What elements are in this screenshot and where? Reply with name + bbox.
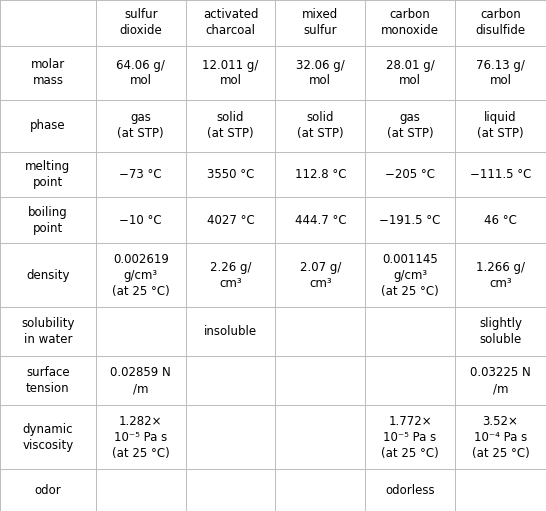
Text: 12.011 g/
mol: 12.011 g/ mol (203, 58, 259, 87)
Text: 0.002619
g/cm³
(at 25 °C): 0.002619 g/cm³ (at 25 °C) (112, 252, 170, 297)
Text: density: density (26, 268, 70, 282)
Text: odorless: odorless (385, 483, 435, 497)
Text: gas
(at STP): gas (at STP) (387, 111, 434, 141)
Text: −191.5 °C: −191.5 °C (379, 214, 441, 226)
Text: odor: odor (34, 483, 61, 497)
Text: solubility
in water: solubility in water (21, 317, 75, 346)
Text: solid
(at STP): solid (at STP) (207, 111, 254, 141)
Text: 112.8 °C: 112.8 °C (295, 168, 346, 181)
Text: 3.52×
10⁻⁴ Pa s
(at 25 °C): 3.52× 10⁻⁴ Pa s (at 25 °C) (472, 414, 530, 460)
Text: 0.001145
g/cm³
(at 25 °C): 0.001145 g/cm³ (at 25 °C) (381, 252, 439, 297)
Text: slightly
soluble: slightly soluble (479, 317, 522, 346)
Text: 444.7 °C: 444.7 °C (294, 214, 346, 226)
Text: surface
tension: surface tension (26, 366, 70, 395)
Text: boiling
point: boiling point (28, 205, 68, 235)
Text: gas
(at STP): gas (at STP) (117, 111, 164, 141)
Text: mixed
sulfur: mixed sulfur (302, 8, 339, 37)
Text: −73 °C: −73 °C (120, 168, 162, 181)
Text: melting
point: melting point (25, 160, 70, 189)
Text: insoluble: insoluble (204, 325, 257, 338)
Text: 1.772×
10⁻⁵ Pa s
(at 25 °C): 1.772× 10⁻⁵ Pa s (at 25 °C) (381, 414, 439, 460)
Text: carbon
disulfide: carbon disulfide (476, 8, 526, 37)
Text: 64.06 g/
mol: 64.06 g/ mol (116, 58, 165, 87)
Text: dynamic
viscosity: dynamic viscosity (22, 423, 74, 452)
Text: 2.07 g/
cm³: 2.07 g/ cm³ (300, 261, 341, 290)
Text: 28.01 g/
mol: 28.01 g/ mol (385, 58, 435, 87)
Text: sulfur
dioxide: sulfur dioxide (120, 8, 162, 37)
Text: 76.13 g/
mol: 76.13 g/ mol (476, 58, 525, 87)
Text: activated
charcoal: activated charcoal (203, 8, 258, 37)
Text: 2.26 g/
cm³: 2.26 g/ cm³ (210, 261, 251, 290)
Text: molar
mass: molar mass (31, 58, 65, 87)
Text: 3550 °C: 3550 °C (207, 168, 254, 181)
Text: phase: phase (30, 120, 66, 132)
Text: −205 °C: −205 °C (385, 168, 435, 181)
Text: 32.06 g/
mol: 32.06 g/ mol (296, 58, 345, 87)
Text: 0.03225 N
/m: 0.03225 N /m (470, 366, 531, 395)
Text: carbon
monoxide: carbon monoxide (381, 8, 439, 37)
Text: liquid
(at STP): liquid (at STP) (477, 111, 524, 141)
Text: 46 °C: 46 °C (484, 214, 517, 226)
Text: −111.5 °C: −111.5 °C (470, 168, 531, 181)
Text: 0.02859 N
/m: 0.02859 N /m (110, 366, 171, 395)
Text: solid
(at STP): solid (at STP) (297, 111, 343, 141)
Text: 4027 °C: 4027 °C (206, 214, 254, 226)
Text: 1.282×
10⁻⁵ Pa s
(at 25 °C): 1.282× 10⁻⁵ Pa s (at 25 °C) (112, 414, 170, 460)
Text: −10 °C: −10 °C (120, 214, 162, 226)
Text: 1.266 g/
cm³: 1.266 g/ cm³ (476, 261, 525, 290)
